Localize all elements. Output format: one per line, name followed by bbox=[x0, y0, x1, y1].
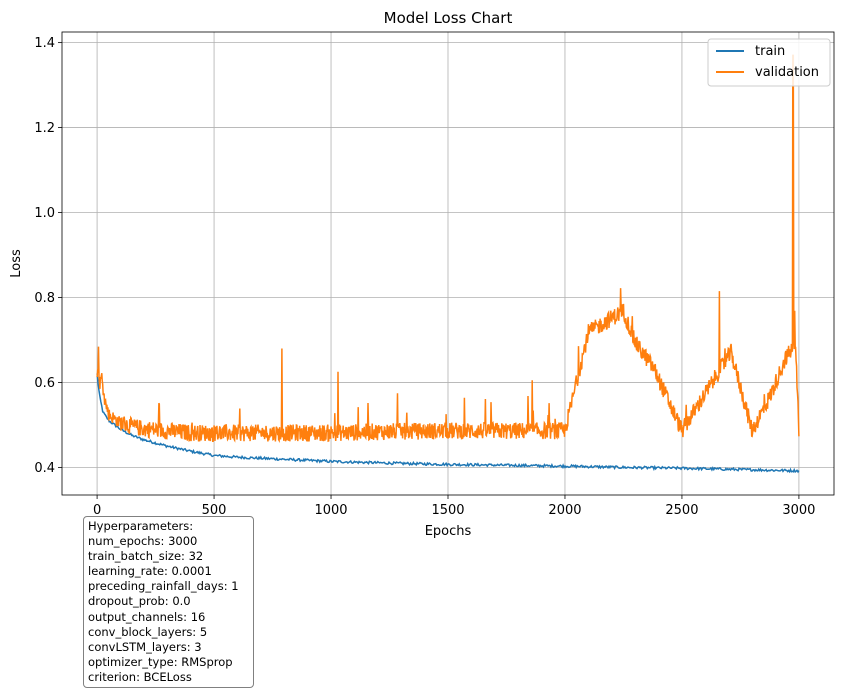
x-axis-label: Epochs bbox=[425, 524, 472, 539]
hp-output-channels: output_channels: 16 bbox=[88, 609, 206, 624]
hp-preceding-rainfall-days: preceding_rainfall_days: 1 bbox=[88, 579, 239, 594]
y-tick-label: 1.0 bbox=[34, 206, 55, 221]
hp-conv-block-layers: conv_block_layers: 5 bbox=[88, 624, 208, 639]
x-tick-label: 1000 bbox=[314, 503, 347, 518]
validation-series-line bbox=[96, 54, 800, 443]
y-axis-label: Loss bbox=[9, 249, 24, 278]
x-tick-label: 3000 bbox=[782, 503, 815, 518]
legend-label-validation: validation bbox=[755, 65, 819, 80]
hp-num-epochs: num_epochs: 3000 bbox=[88, 534, 198, 549]
legend-label-train: train bbox=[755, 44, 785, 59]
hp-train-batch-size: train_batch_size: 32 bbox=[88, 549, 204, 564]
y-tick-label: 0.8 bbox=[34, 291, 55, 306]
hyperparameters-title: Hyperparameters: bbox=[88, 519, 194, 533]
y-tick-label: 1.4 bbox=[34, 36, 55, 51]
hp-criterion: criterion: BCELoss bbox=[88, 669, 192, 684]
x-tick-label: 500 bbox=[202, 503, 227, 518]
hp-optimizer-type: optimizer_type: RMSprop bbox=[88, 654, 233, 669]
x-tick-label: 2500 bbox=[665, 503, 698, 518]
hyperparameters-box: Hyperparameters: num_epochs: 3000 train_… bbox=[83, 516, 254, 689]
hp-learning-rate: learning_rate: 0.0001 bbox=[88, 564, 212, 579]
y-tick-label: 0.6 bbox=[34, 376, 55, 391]
axis-ticks: 0 500 1000 1500 2000 2500 3000 0.4 0.6 0.8 1.0 1.2 1… bbox=[34, 36, 815, 518]
legend: train validation bbox=[707, 38, 831, 87]
hp-dropout-prob: dropout_prob: 0.0 bbox=[88, 594, 191, 609]
x-tick-label: 2000 bbox=[548, 503, 581, 518]
train-series-line bbox=[96, 373, 800, 474]
y-tick-label: 1.2 bbox=[34, 121, 55, 136]
grid-lines bbox=[62, 32, 834, 495]
chart-title: Model Loss Chart bbox=[384, 9, 513, 27]
y-tick-label: 0.4 bbox=[34, 461, 55, 476]
series-layer bbox=[96, 54, 800, 474]
hp-convlstm-layers: convLSTM_layers: 3 bbox=[88, 639, 202, 654]
x-tick-label: 1500 bbox=[431, 503, 464, 518]
x-tick-label: 0 bbox=[93, 503, 101, 518]
